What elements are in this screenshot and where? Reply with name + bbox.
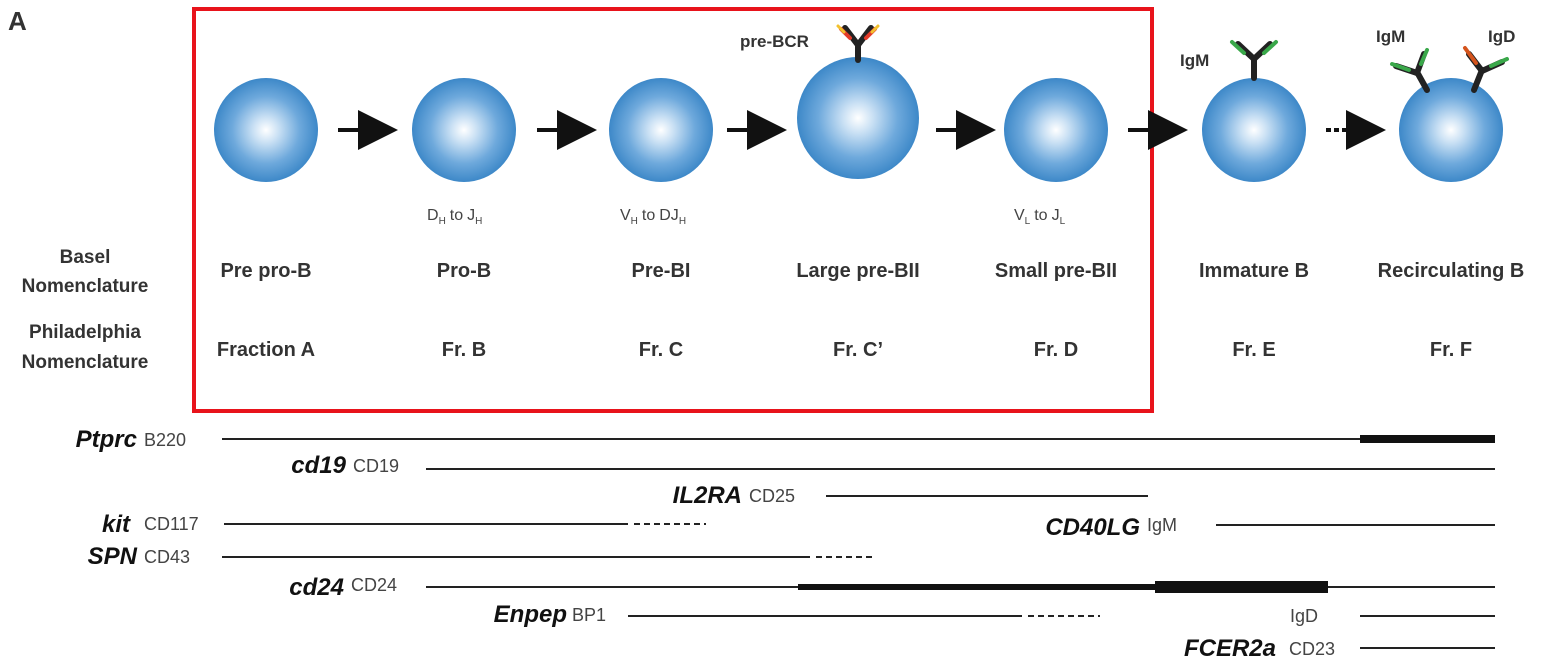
- pre-bcr-label: pre-BCR: [740, 32, 809, 51]
- marker-row-ptprc: Ptprc B220: [76, 426, 1495, 453]
- gene-label: SPN: [88, 543, 138, 570]
- phila-stage-row: Fraction A Fr. B Fr. C Fr. C’ Fr. D Fr. …: [217, 339, 1472, 361]
- marker-row-enpep: Enpep BP1: [494, 601, 1100, 628]
- basel-stage-name: Pro-B: [437, 260, 491, 282]
- igm-receptor-recirc-icon: [1390, 48, 1430, 93]
- phila-stage-name: Fr. E: [1232, 339, 1275, 361]
- igm-receptor-icon: [1230, 40, 1278, 81]
- gene-label: cd19: [291, 452, 346, 479]
- phila-stage-name: Fraction A: [217, 339, 315, 361]
- marker-row-igd: IgD: [1290, 606, 1495, 626]
- protein-label: CD117: [144, 514, 199, 534]
- marker-row-il2ra: IL2RA CD25: [673, 482, 1148, 509]
- panel-letter: A: [8, 6, 27, 36]
- igd-receptor-recirc-icon: [1463, 46, 1509, 93]
- pre-bcr-receptor-icon: [836, 24, 880, 63]
- gene-label: kit: [102, 511, 131, 538]
- protein-label: IgD: [1290, 606, 1318, 626]
- cell-pro-b: [412, 78, 516, 182]
- protein-label: CD24: [351, 575, 397, 595]
- gene-label: Ptprc: [76, 426, 137, 453]
- protein-label: CD25: [749, 486, 795, 506]
- basel-label-line2: Nomenclature: [22, 276, 149, 297]
- protein-label: CD19: [353, 456, 399, 476]
- marker-row-fcer2a: FCER2a CD23: [1184, 635, 1495, 661]
- protein-label: CD23: [1289, 639, 1335, 659]
- protein-label: B220: [144, 430, 186, 450]
- igd-label-recirc: IgD: [1488, 27, 1515, 46]
- basel-stage-name: Recirculating B: [1378, 260, 1525, 282]
- rearrangement-dh-jh: DH to JH: [427, 207, 482, 227]
- cell-pre-bi: [609, 78, 713, 182]
- phila-stage-name: Fr. C’: [833, 339, 883, 361]
- cell-small-pre-bii: [1004, 78, 1108, 182]
- marker-row-cd24: cd24 CD24: [289, 574, 1495, 601]
- gene-label: IL2RA: [673, 482, 742, 509]
- marker-row-cd40lg: CD40LG IgM: [1045, 514, 1495, 541]
- rearrangement-vl-jl: VL to JL: [1014, 207, 1066, 227]
- rearrangement-vh-djh: VH to DJH: [620, 207, 686, 227]
- gene-label: CD40LG: [1045, 514, 1140, 541]
- phila-label-line2: Nomenclature: [22, 352, 149, 373]
- protein-label: BP1: [572, 605, 606, 625]
- marker-row-kit: kit CD117: [102, 511, 706, 538]
- phila-stage-name: Fr. B: [442, 339, 486, 361]
- protein-label: CD43: [144, 547, 190, 567]
- phila-stage-name: Fr. F: [1430, 339, 1472, 361]
- phila-stage-name: Fr. C: [639, 339, 683, 361]
- marker-rows: Ptprc B220 cd19 CD19 IL2RA CD25 kit CD11…: [76, 426, 1495, 661]
- gene-label: cd24: [289, 574, 344, 601]
- basel-stage-name: Pre-BI: [632, 260, 691, 282]
- cells: [214, 57, 1503, 182]
- basel-label-line1: Basel: [60, 247, 111, 268]
- marker-row-spn: SPN CD43: [88, 543, 876, 570]
- cell-pre-pro-b: [214, 78, 318, 182]
- igm-label-immature: IgM: [1180, 51, 1209, 70]
- cell-large-pre-bii: [797, 57, 919, 179]
- marker-row-cd19: cd19 CD19: [291, 452, 1495, 479]
- cell-immature-b: [1202, 78, 1306, 182]
- basel-stage-name: Large pre-BII: [796, 260, 919, 282]
- basel-stage-row: Pre pro-B Pro-B Pre-BI Large pre-BII Sma…: [220, 260, 1524, 282]
- gene-label: FCER2a: [1184, 635, 1276, 661]
- gene-label: Enpep: [494, 601, 567, 628]
- protein-label: IgM: [1147, 515, 1177, 535]
- basel-stage-name: Immature B: [1199, 260, 1309, 282]
- basel-stage-name: Pre pro-B: [220, 260, 311, 282]
- igm-label-recirc: IgM: [1376, 27, 1405, 46]
- cell-recirculating-b: [1399, 78, 1503, 182]
- phila-label-line1: Philadelphia: [29, 322, 141, 343]
- highlight-box: [192, 7, 1154, 413]
- basel-stage-name: Small pre-BII: [995, 260, 1117, 282]
- phila-stage-name: Fr. D: [1034, 339, 1078, 361]
